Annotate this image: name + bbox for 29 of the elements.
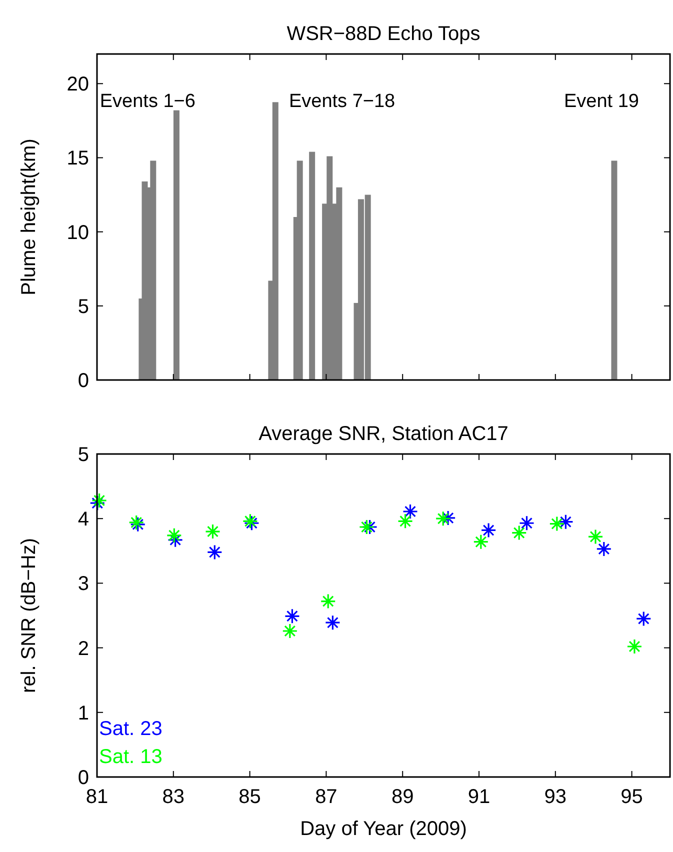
y-tick-label: 0 (78, 767, 89, 789)
x-tick-label: 93 (544, 786, 567, 808)
y-tick-label: 1 (78, 702, 89, 724)
y-tick-label: 15 (66, 148, 89, 170)
y-tick-label: 10 (66, 222, 89, 244)
y-tick-label: 3 (78, 573, 89, 596)
x-tick-label: 87 (315, 786, 338, 808)
text: Sat. 13 (99, 746, 162, 768)
text: Sat. 23 (99, 718, 162, 740)
chart-title: WSR−88D Echo Tops (286, 23, 480, 45)
y-tick-label: 5 (78, 444, 89, 466)
y-tick-label: 4 (78, 508, 89, 531)
x-tick-label: 85 (238, 786, 261, 808)
x-tick-label: 91 (468, 786, 490, 808)
y-axis-title: rel. SNR (dB−Hz) (18, 538, 40, 694)
x-tick-label: 81 (86, 786, 108, 808)
x-tick-label: 89 (391, 786, 414, 808)
y-axis-title: Plume height(km) (18, 138, 40, 296)
chart-title: Average SNR, Station AC17 (258, 423, 508, 445)
y-tick-label: 20 (66, 74, 89, 96)
annotation: Events 7−18 (288, 91, 396, 112)
annotation: Event 19 (564, 91, 639, 112)
x-tick-label: 83 (162, 786, 185, 808)
annotation: Events 1−6 (100, 91, 196, 112)
y-tick-label: 5 (78, 296, 89, 318)
y-tick-label: 0 (78, 370, 89, 392)
x-axis-title: Day of Year (2009) (300, 818, 467, 840)
y-tick-label: 2 (78, 638, 89, 660)
x-tick-label: 95 (620, 786, 643, 808)
